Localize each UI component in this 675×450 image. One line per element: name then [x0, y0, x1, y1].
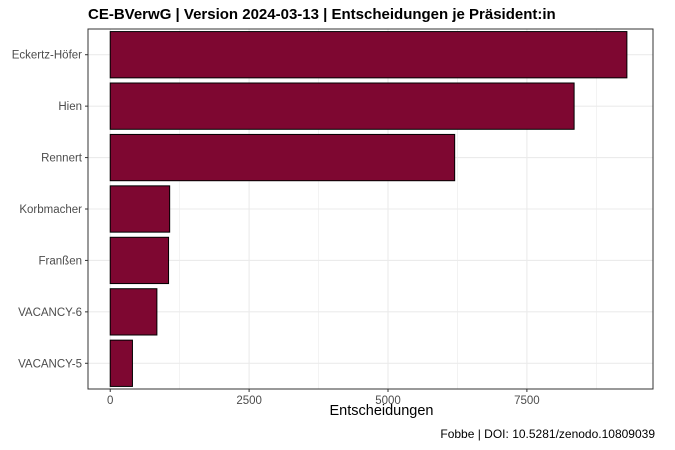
bar [109, 82, 575, 130]
x-axis: 0 2500 5000 7500 [107, 389, 540, 407]
x-tick-label: 7500 [514, 395, 540, 407]
bars-layer [109, 31, 628, 387]
y-tick-label: Hien [58, 101, 82, 113]
chart-title: CE-BVerwG | Version 2024-03-13 | Entsche… [88, 6, 556, 23]
bar [109, 339, 133, 387]
bar [109, 288, 158, 336]
bar [109, 31, 628, 79]
y-tick-label: Rennert [41, 153, 83, 165]
bar [109, 185, 171, 233]
y-tick-label: Korbmacher [19, 204, 82, 216]
x-tick-label: 5000 [375, 395, 401, 407]
x-tick-label: 0 [107, 395, 113, 407]
y-tick-label: VACANCY-6 [18, 307, 82, 319]
y-axis: Eckertz-Höfer Hien Rennert Korbmacher Franße… [12, 50, 88, 370]
bar [109, 133, 456, 182]
bar [109, 236, 170, 285]
y-tick-label: Franßen [39, 255, 82, 267]
y-tick-label: Eckertz-Höfer [12, 50, 82, 62]
y-tick-label: VACANCY-5 [18, 358, 82, 370]
chart-caption: Fobbe | DOI: 10.5281/zenodo.10809039 [440, 427, 655, 441]
x-tick-label: 2500 [236, 395, 262, 407]
x-axis-label: Entscheidungen [329, 403, 434, 419]
